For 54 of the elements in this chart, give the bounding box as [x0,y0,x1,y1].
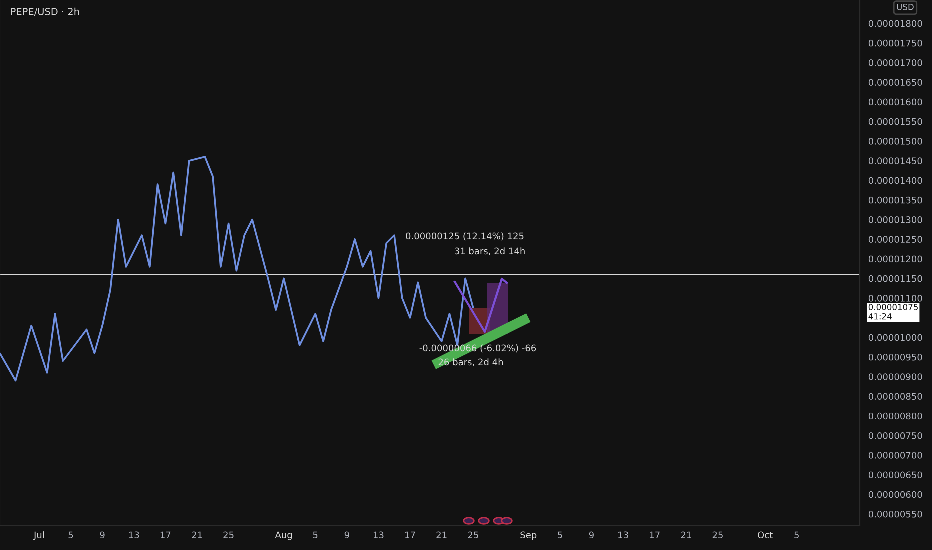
y-tick-label: 0.00000600 [868,491,922,498]
annotation: 0.00000125 (12.14%) 125 [406,232,524,241]
y-tick-label: 0.00000550 [868,510,922,518]
y-tick-label: 0.00001350 [868,196,922,204]
y-tick-label: 0.00001250 [868,236,922,244]
y-tick-label: 0.00001000 [868,334,922,342]
y-tick-label: 0.00001100 [868,295,922,302]
y-tick-label: 0.00000700 [868,452,922,459]
x-tick-label: 21 [681,532,692,538]
annotation: 31 bars, 2d 14h [455,248,525,256]
y-tick-label: 0.00001700 [868,60,922,66]
y-tick-label: 0.00000950 [868,354,922,361]
y-tick-label: 0.00001600 [868,98,922,106]
y-tick-label: 0.00001800 [868,20,922,28]
x-tick-label: Oct [758,532,773,539]
x-tick-label: Sep [520,532,537,540]
x-tick-label: 25 [712,532,723,539]
y-tick-label: 0.00001750 [868,40,922,47]
y-tick-label: 0.00001500 [868,138,922,145]
x-tick-label: 5 [68,532,74,539]
y-tick-label: 0.00000650 [868,472,922,479]
y-tick-label: 0.00000800 [868,412,922,420]
x-tick-label: 5 [558,532,562,539]
y-tick-label: 0.00000900 [868,374,922,380]
x-tick-label: 13 [129,532,140,539]
x-tick-label: 21 [192,532,202,538]
x-tick-label: 9 [344,532,350,539]
x-tick-label: 21 [436,532,447,538]
x-tick-label: 13 [374,532,384,539]
y-tick-label: 0.00001300 [868,216,922,224]
y-tick-label: 0.00001400 [868,177,922,184]
x-tick-label: 17 [406,532,416,538]
text: PEPE/USD · 2h [11,8,80,16]
text: 0.00001075 41:24 [868,304,918,320]
x-tick-label: 25 [224,532,234,539]
x-tick-label: 5 [794,532,799,539]
x-tick-label: 13 [618,532,628,539]
text: USD [897,4,914,10]
x-tick-label: 25 [468,532,478,539]
y-tick-label: 0.00001650 [868,79,922,86]
y-tick-label: 0.00001150 [868,275,922,282]
x-tick-label: 9 [100,532,105,539]
y-tick-label: 0.00000750 [868,432,922,440]
x-tick-label: 17 [650,532,660,538]
y-tick-label: 0.00001550 [868,118,922,126]
y-tick-label: 0.00001450 [868,158,922,164]
y-tick-label: 0.00001200 [868,256,922,263]
x-tick-label: Aug [275,532,292,540]
y-tick-label: 0.00000850 [868,393,922,400]
x-tick-label: Jul [34,532,44,540]
x-tick-label: 17 [160,532,171,538]
annotation: 26 bars, 2d 4h [438,358,504,367]
x-tick-label: 9 [589,532,594,539]
x-tick-label: 5 [313,532,318,539]
